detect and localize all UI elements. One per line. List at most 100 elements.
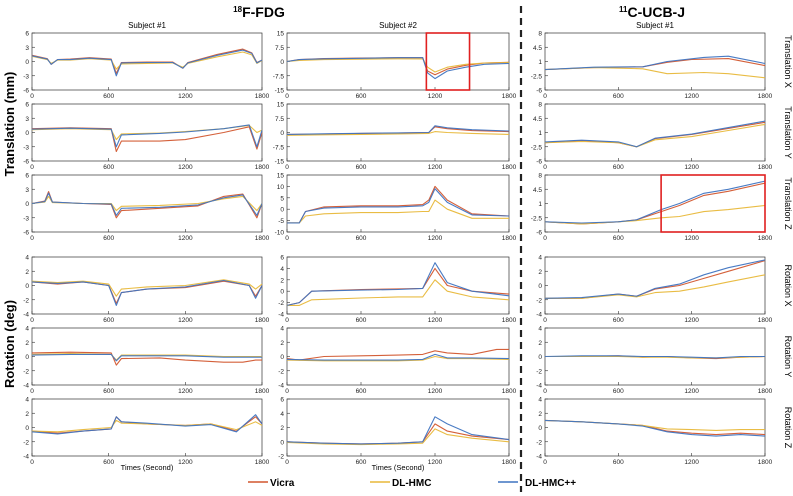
y-tick-label: 0	[25, 283, 29, 290]
x-tick-label: 0	[543, 93, 547, 100]
y-tick-label: -4	[23, 312, 29, 319]
x-tick-label: 1200	[178, 93, 193, 100]
legend-label-vicra: Vicra	[270, 478, 295, 489]
series-line-dl-hmcplusplus	[544, 120, 766, 148]
y-tick-label: 0	[280, 130, 284, 137]
x-tick-label: 1800	[758, 93, 773, 100]
y-tick-label: 6	[280, 397, 284, 404]
legend: Vicra DL-HMC DL-HMC++	[248, 478, 576, 489]
y-tick-label: 1	[538, 130, 542, 137]
panel-r1-c2: -6 -2.5 1 4.5 8 0 600 1200 1800	[531, 102, 773, 172]
y-tick-label: -2	[23, 297, 29, 304]
y-tick-label: 0	[280, 439, 284, 446]
y-tick-label: -6	[23, 159, 29, 166]
x-tick-label: 600	[613, 93, 624, 100]
y-tick-label: -4	[23, 454, 29, 461]
panel-r3-c0: -4 -2 0 2 4 0 600 1200 1800	[23, 255, 269, 325]
x-tick-label: 0	[543, 164, 547, 171]
x-tick-label: 600	[103, 164, 114, 171]
x-axis-label: Times (Second)	[372, 463, 425, 472]
x-tick-label: 0	[30, 317, 34, 324]
x-tick-label: 0	[543, 235, 547, 242]
x-tick-label: 1800	[502, 459, 517, 466]
y-tick-label: 0	[280, 354, 284, 361]
x-tick-label: 600	[103, 93, 114, 100]
x-tick-label: 0	[30, 459, 34, 466]
y-tick-label: -7.5	[273, 73, 285, 80]
y-tick-label: -4	[278, 383, 284, 390]
x-tick-label: 600	[356, 459, 367, 466]
y-tick-label: 2	[280, 277, 284, 284]
x-tick-label: 1800	[502, 388, 517, 395]
series-line-dl-hmcplusplus	[31, 414, 263, 435]
x-tick-label: 1200	[684, 164, 699, 171]
series-line-dl-hmc	[286, 131, 510, 136]
panel-frame	[31, 103, 263, 162]
y-tick-label: 8	[538, 173, 542, 180]
y-tick-label: 4	[25, 397, 29, 404]
y-tick-label: -2	[536, 439, 542, 446]
y-tick-label: 6	[25, 31, 29, 38]
ylabel-rotation: Rotation (deg)	[2, 300, 17, 388]
y-tick-label: 1	[538, 59, 542, 66]
y-tick-label: 7.5	[275, 45, 284, 52]
y-tick-label: 8	[538, 31, 542, 38]
y-tick-label: 6	[280, 255, 284, 262]
y-tick-label: 0	[280, 289, 284, 296]
series-line-dl-hmc	[31, 195, 263, 212]
panel-r1-c1: -15 -7.5 0 7.5 15 0 600 1200 1800	[273, 102, 517, 172]
series-line-dl-hmcplusplus	[544, 355, 765, 359]
series-line-dl-hmc	[287, 279, 510, 306]
y-tick-label: -15	[275, 88, 285, 95]
series-line-dl-hmcplusplus	[31, 124, 263, 148]
column-label: Subject #2	[379, 21, 417, 30]
x-tick-label: 600	[356, 317, 367, 324]
panel-r1-c0: -6 -3 0 3 6 0 600 1200 1800	[23, 102, 269, 172]
x-tick-label: 1800	[255, 235, 270, 242]
y-tick-label: 15	[277, 173, 285, 180]
y-tick-label: 4	[280, 326, 284, 333]
x-tick-label: 1800	[255, 388, 270, 395]
group-title-11c-ucb-j: 11C-UCB-J	[619, 4, 685, 20]
panel-r0-c0: -6 -3 0 3 6 0 600 1200 1800	[23, 31, 269, 101]
x-tick-label: 600	[356, 93, 367, 100]
y-tick-label: 8	[538, 102, 542, 109]
y-tick-label: 3	[25, 45, 29, 52]
panel-r3-c2: -4 -2 0 2 4 0 600 1200 1800	[536, 255, 772, 325]
x-tick-label: 1200	[178, 317, 193, 324]
panel-frame	[286, 32, 510, 91]
x-tick-label: 1200	[684, 459, 699, 466]
x-tick-label: 1200	[428, 235, 443, 242]
series-line-dl-hmcplusplus	[287, 188, 510, 224]
x-tick-label: 1800	[255, 93, 270, 100]
x-tick-label: 0	[30, 164, 34, 171]
panel-frame	[286, 174, 510, 233]
panel-r2-c0: -6 -3 0 3 6 0 600 1200 1800	[23, 173, 269, 243]
y-tick-label: -2	[278, 454, 284, 461]
legend-label-dl-hmc: DL-HMC	[392, 478, 431, 489]
x-tick-label: 1200	[428, 317, 443, 324]
x-tick-label: 600	[103, 235, 114, 242]
x-tick-label: 1800	[758, 164, 773, 171]
y-tick-label: -2	[278, 368, 284, 375]
x-tick-label: 600	[613, 459, 624, 466]
y-tick-label: 4	[538, 397, 542, 404]
series-line-dl-hmc	[544, 123, 766, 148]
series-line-dl-hmcplusplus	[286, 416, 510, 445]
group-title-18f-fdg-text: F-FDG	[242, 4, 285, 20]
series-line-dl-hmcplusplus	[286, 353, 510, 361]
y-tick-label: 2	[538, 411, 542, 418]
y-tick-label: 2	[280, 340, 284, 347]
y-tick-label: -4	[278, 312, 284, 319]
x-tick-label: 600	[103, 459, 114, 466]
x-tick-label: 0	[285, 93, 289, 100]
column-label: Subject #1	[128, 21, 166, 30]
row-label: Translation Y	[783, 106, 793, 159]
y-tick-label: 15	[277, 31, 285, 38]
x-tick-label: 0	[30, 388, 34, 395]
y-tick-label: 3	[25, 187, 29, 194]
x-tick-label: 600	[356, 388, 367, 395]
x-tick-label: 1800	[255, 317, 270, 324]
x-tick-label: 0	[285, 459, 289, 466]
series-line-dl-hmcplusplus	[544, 55, 766, 71]
